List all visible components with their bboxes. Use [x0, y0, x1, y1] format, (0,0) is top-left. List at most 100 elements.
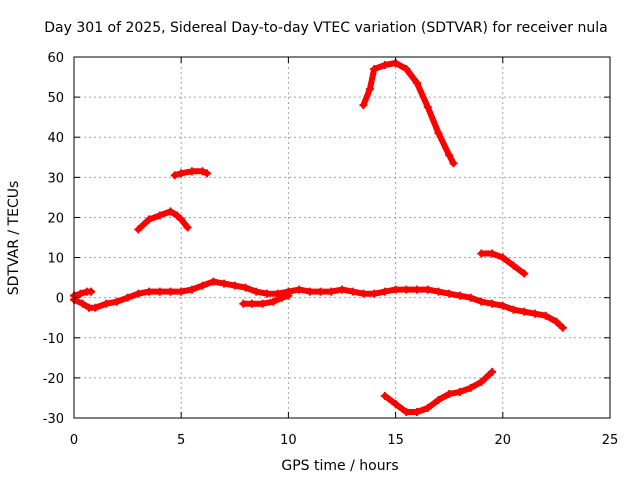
data-point	[402, 285, 411, 294]
data-point	[498, 253, 507, 262]
data-point	[177, 215, 186, 224]
data-point	[202, 169, 211, 178]
y-axis-label: SDTVAR / TECUs	[6, 181, 22, 296]
data-point	[78, 299, 87, 308]
y-tick-label: -10	[43, 332, 64, 347]
x-tick-label: 25	[602, 433, 619, 448]
data-point	[269, 297, 278, 306]
data-point	[413, 285, 422, 294]
y-tick-label: 40	[47, 131, 64, 146]
data-point	[509, 261, 518, 270]
data-point	[445, 389, 454, 398]
x-tick-label: 0	[70, 433, 78, 448]
data-point	[380, 61, 389, 70]
data-point	[172, 211, 181, 220]
data-point	[177, 169, 186, 178]
data-point	[488, 249, 497, 258]
data-point	[370, 289, 379, 298]
data-point	[359, 101, 368, 110]
y-tick-label: 50	[47, 91, 64, 106]
y-tick-label: 20	[47, 211, 64, 226]
data-point	[166, 287, 175, 296]
data-point	[102, 299, 111, 308]
data-point	[198, 167, 207, 176]
data-point	[134, 289, 143, 298]
data-point	[258, 299, 267, 308]
data-point	[477, 377, 486, 386]
data-point	[187, 167, 196, 176]
x-tick-label: 20	[495, 433, 512, 448]
data-point	[155, 287, 164, 296]
chart-title: Day 301 of 2025, Sidereal Day-to-day VTE…	[44, 20, 607, 36]
data-point	[530, 309, 539, 318]
data-point	[262, 289, 271, 298]
data-point	[134, 225, 143, 234]
data-point	[520, 307, 529, 316]
data-point	[187, 285, 196, 294]
y-tick-label: -30	[43, 412, 64, 427]
data-point	[177, 287, 186, 296]
data-point	[87, 287, 96, 296]
data-point	[423, 403, 432, 412]
y-tick-label: 0	[56, 292, 64, 307]
data-point	[488, 299, 497, 308]
plot-frame	[73, 56, 611, 419]
x-axis-label: GPS time / hours	[281, 458, 398, 474]
data-point	[413, 79, 422, 88]
data-point	[198, 281, 207, 290]
ticks: 0 5 10 15 20 25 -30 -20 -10 0 10 20 30 40 50 60	[43, 51, 619, 448]
data-point	[509, 305, 518, 314]
data-layer	[70, 59, 567, 416]
data-point	[541, 311, 550, 320]
data-point	[123, 293, 132, 302]
x-tick-label: 15	[387, 433, 404, 448]
data-point	[91, 303, 100, 312]
data-point	[466, 383, 475, 392]
data-point	[145, 215, 154, 224]
data-point	[230, 281, 239, 290]
data-point	[252, 287, 261, 296]
data-point	[247, 299, 256, 308]
data-point	[498, 301, 507, 310]
series-main-band	[71, 278, 566, 331]
data-point	[348, 287, 357, 296]
data-point	[488, 367, 497, 376]
series-arc-top	[360, 60, 457, 167]
data-point	[434, 287, 443, 296]
data-point	[391, 399, 400, 408]
data-point	[402, 407, 411, 416]
data-point	[305, 287, 314, 296]
data-point	[391, 285, 400, 294]
data-point	[445, 289, 454, 298]
data-point	[183, 223, 192, 232]
data-point	[145, 287, 154, 296]
data-point	[295, 285, 304, 294]
data-point	[316, 287, 325, 296]
data-point	[380, 391, 389, 400]
data-point	[370, 65, 379, 74]
data-point	[359, 289, 368, 298]
data-point	[466, 293, 475, 302]
data-point	[455, 291, 464, 300]
data-point	[327, 287, 336, 296]
data-point	[402, 65, 411, 74]
x-tick-label: 5	[177, 433, 185, 448]
data-point	[558, 323, 567, 332]
data-point	[241, 283, 250, 292]
data-point	[338, 285, 346, 294]
y-tick-label: -20	[43, 372, 64, 387]
data-point	[455, 387, 464, 396]
data-point	[155, 211, 164, 220]
grid	[74, 57, 610, 418]
data-point	[365, 85, 374, 94]
data-point	[477, 249, 486, 258]
y-tick-label: 10	[47, 252, 64, 267]
data-point	[434, 395, 443, 404]
data-point	[277, 293, 286, 302]
data-point	[413, 407, 422, 416]
data-point	[166, 207, 175, 216]
data-point	[284, 291, 293, 300]
data-point	[273, 289, 282, 298]
data-point	[112, 297, 121, 306]
